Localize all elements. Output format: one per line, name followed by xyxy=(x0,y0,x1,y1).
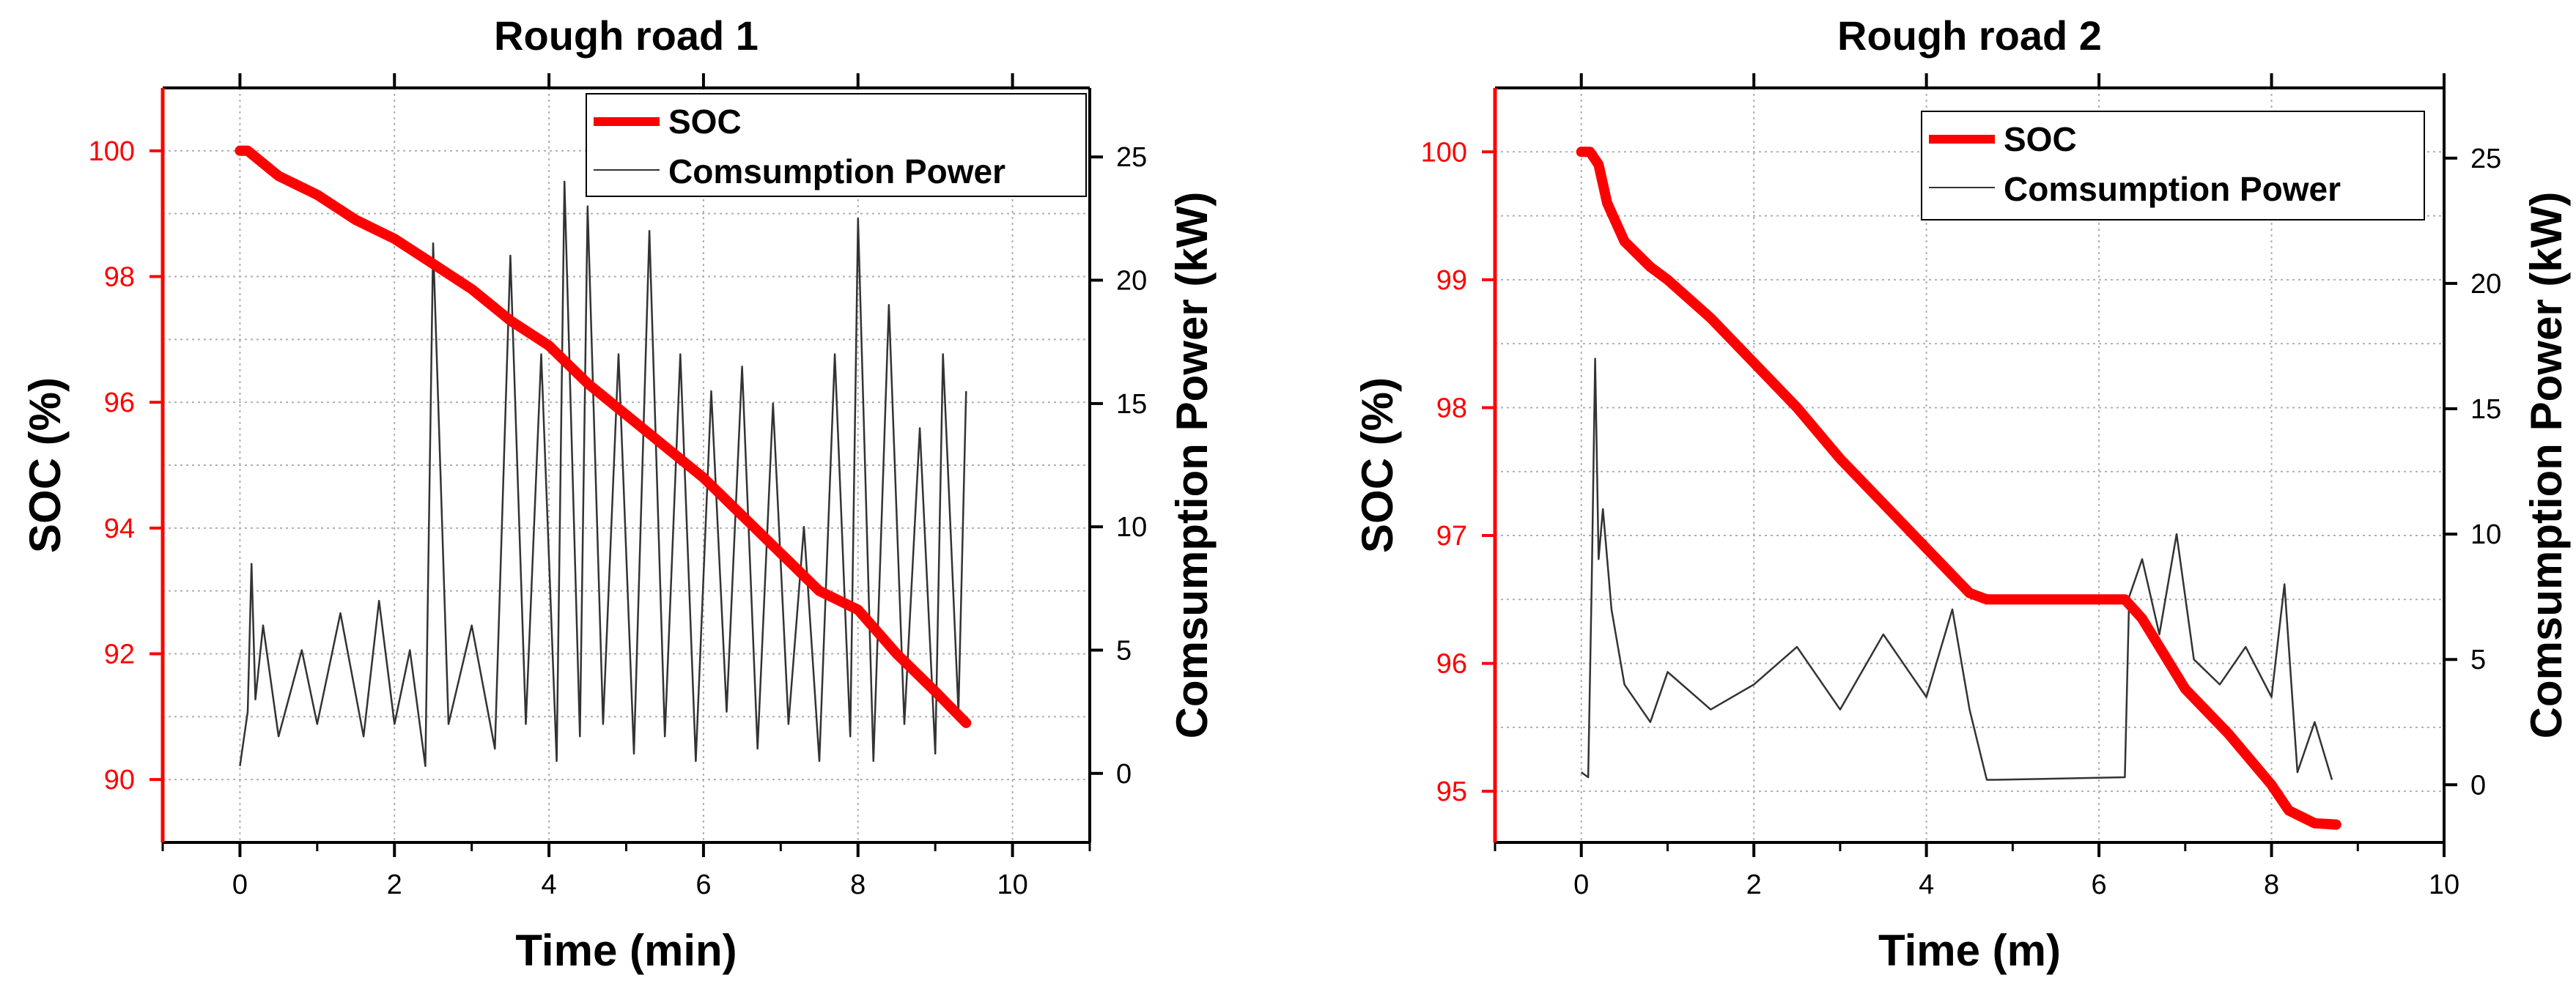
x-axis-label: Time (m) xyxy=(1878,926,2061,975)
y-axis-label: SOC (%) xyxy=(1353,377,1402,553)
power-series-line xyxy=(239,180,967,767)
y2-tick-label: 10 xyxy=(2470,519,2501,550)
y-tick-label: 96 xyxy=(104,388,135,418)
y2-tick-label: 10 xyxy=(1116,512,1147,543)
y2-tick-label: 15 xyxy=(1116,389,1147,420)
x-tick-label: 2 xyxy=(387,870,402,900)
x-axis-label: Time (min) xyxy=(515,926,737,975)
gridlines xyxy=(1495,88,2444,842)
legend-label-soc: SOC xyxy=(668,103,742,141)
x-tick-label: 10 xyxy=(2429,870,2459,900)
x-tick-label: 10 xyxy=(997,870,1027,900)
legend: SOC Comsumption Power xyxy=(1921,111,2425,220)
gridlines xyxy=(163,88,1090,842)
y2-tick-label: 0 xyxy=(2470,770,2486,801)
legend-label-soc: SOC xyxy=(2004,120,2077,158)
legend-label-power: Comsumption Power xyxy=(2004,170,2341,208)
y2-tick-label: 5 xyxy=(2470,645,2486,675)
x-tick-label: 2 xyxy=(1746,870,1762,900)
y2-tick-label: 0 xyxy=(1116,759,1132,790)
y-tick-label: 96 xyxy=(1436,649,1467,680)
x-tick-label: 0 xyxy=(1573,870,1589,900)
legend-box xyxy=(586,93,1087,197)
x-tick-label: 6 xyxy=(695,870,711,900)
y-tick-label: 92 xyxy=(104,640,135,670)
y2-tick-label: 5 xyxy=(1116,635,1132,666)
x-tick-label: 8 xyxy=(850,870,866,900)
x-tick-label: 8 xyxy=(2264,870,2279,900)
power-series-line xyxy=(1580,357,2333,781)
legend: SOC Comsumption Power xyxy=(586,93,1087,197)
x-tick-label: 4 xyxy=(1919,870,1934,900)
y-tick-label: 100 xyxy=(89,136,135,167)
y2-axis-label: Comsumption Power (kW) xyxy=(2522,192,2571,739)
y2-tick-label: 20 xyxy=(2470,269,2501,300)
y-tick-label: 97 xyxy=(1436,521,1467,552)
y2-tick-label: 25 xyxy=(2470,144,2501,174)
y-tick-label: 95 xyxy=(1436,777,1467,807)
chart-title: Rough road 2 xyxy=(1837,12,2102,59)
y-tick-label: 98 xyxy=(104,262,135,293)
y-axis-label: SOC (%) xyxy=(21,377,70,553)
y-tick-label: 94 xyxy=(104,514,135,544)
y2-axis-label: Comsumption Power (kW) xyxy=(1167,192,1217,739)
x-tick-label: 4 xyxy=(542,870,557,900)
legend-label-power: Comsumption Power xyxy=(668,152,1005,190)
y-tick-label: 98 xyxy=(1436,393,1467,423)
x-tick-label: 6 xyxy=(2092,870,2107,900)
y2-tick-label: 20 xyxy=(1116,266,1147,297)
y2-tick-label: 15 xyxy=(2470,394,2501,425)
chart-panel-1: 0 2 4 6 8 10 90 92 94 96 98 100 0 5 10 15 20 25 Rough road… xyxy=(21,12,1217,975)
y-tick-label: 90 xyxy=(104,765,135,796)
y-tick-label: 100 xyxy=(1421,137,1467,168)
y-tick-label: 99 xyxy=(1436,265,1467,296)
chart-title: Rough road 1 xyxy=(494,12,759,59)
legend-box xyxy=(1921,111,2425,220)
y2-tick-label: 25 xyxy=(1116,142,1147,173)
chart-panel-2: 0 2 4 6 8 10 95 96 97 98 99 100 0 5 10 15 20 25 Rough road… xyxy=(1353,12,2571,975)
soc-series-line xyxy=(235,145,972,728)
soc-series-line xyxy=(1576,147,2341,830)
x-tick-label: 0 xyxy=(232,870,248,900)
